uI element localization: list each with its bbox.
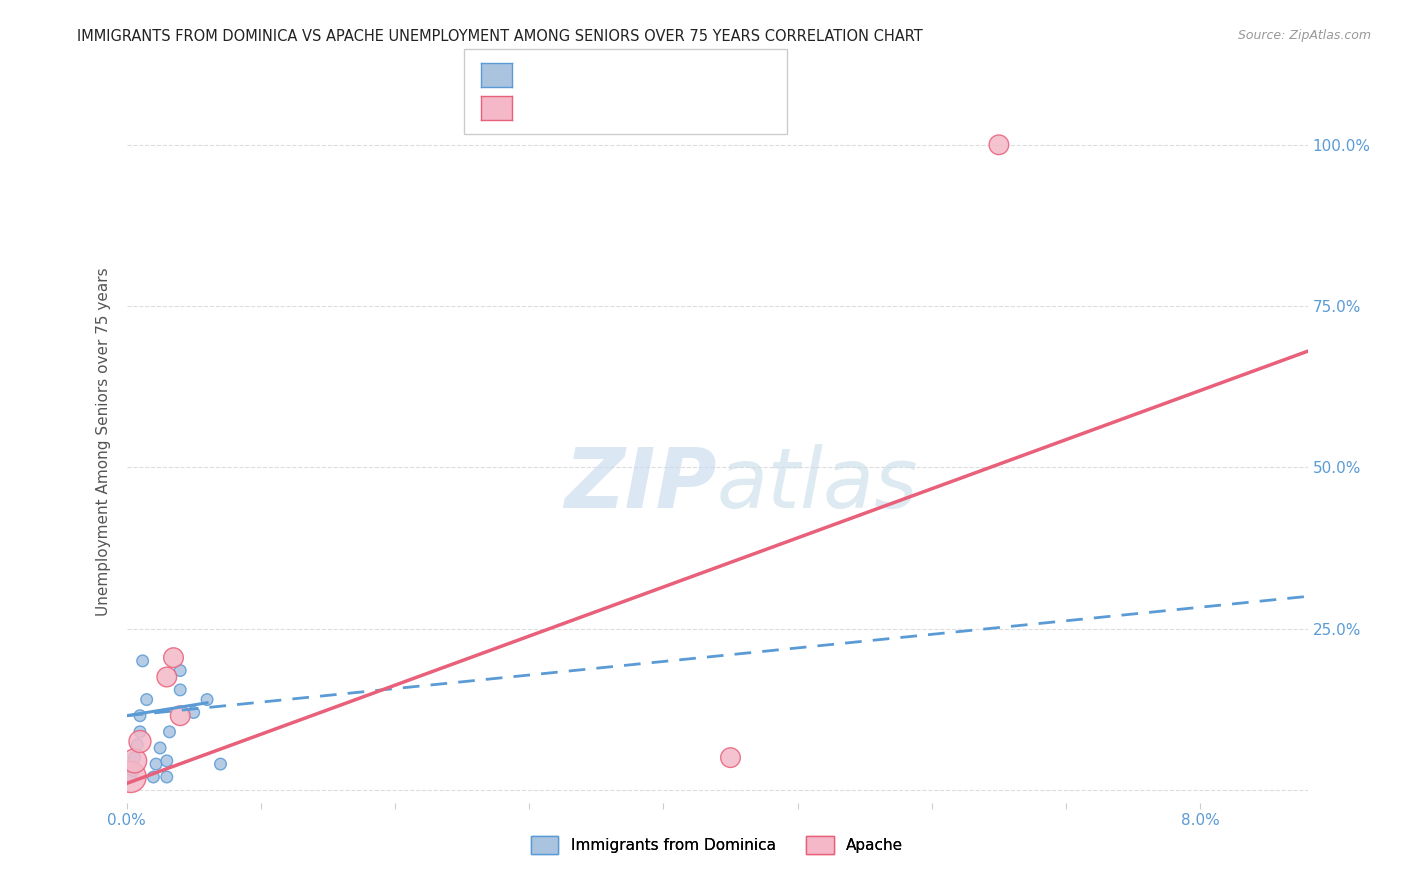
Point <box>142 770 165 784</box>
Text: 8: 8 <box>636 99 652 117</box>
Point <box>169 664 191 678</box>
Point <box>129 734 152 748</box>
Point <box>156 770 179 784</box>
Point <box>124 754 146 768</box>
Text: N =: N = <box>605 66 641 84</box>
Text: 0.554: 0.554 <box>548 99 600 117</box>
Text: 0.071: 0.071 <box>548 66 600 84</box>
Point <box>122 764 145 778</box>
Point <box>162 650 184 665</box>
Point <box>120 770 142 784</box>
Point <box>149 741 172 756</box>
Point <box>124 750 146 764</box>
Text: atlas: atlas <box>717 444 918 525</box>
Text: N =: N = <box>605 99 641 117</box>
Point <box>209 757 232 772</box>
Point <box>135 692 157 706</box>
Point <box>169 708 191 723</box>
Point <box>195 692 218 706</box>
Legend: Immigrants from Dominica, Apache: Immigrants from Dominica, Apache <box>524 830 910 860</box>
Point <box>720 750 742 764</box>
Point <box>183 706 205 720</box>
Point <box>169 682 191 697</box>
Y-axis label: Unemployment Among Seniors over 75 years: Unemployment Among Seniors over 75 years <box>96 268 111 615</box>
Point <box>987 137 1010 152</box>
Text: R =: R = <box>517 99 554 117</box>
Point <box>156 754 179 768</box>
Point <box>156 670 179 684</box>
Point <box>129 724 152 739</box>
Text: IMMIGRANTS FROM DOMINICA VS APACHE UNEMPLOYMENT AMONG SENIORS OVER 75 YEARS CORR: IMMIGRANTS FROM DOMINICA VS APACHE UNEMP… <box>77 29 924 44</box>
Point <box>159 724 181 739</box>
Point <box>145 757 167 772</box>
Text: ZIP: ZIP <box>564 444 717 525</box>
Text: Source: ZipAtlas.com: Source: ZipAtlas.com <box>1237 29 1371 42</box>
Point <box>127 738 149 752</box>
Text: 19: 19 <box>636 66 658 84</box>
Point <box>129 708 152 723</box>
Text: R =: R = <box>517 66 554 84</box>
Point <box>120 770 142 784</box>
Point <box>131 654 153 668</box>
